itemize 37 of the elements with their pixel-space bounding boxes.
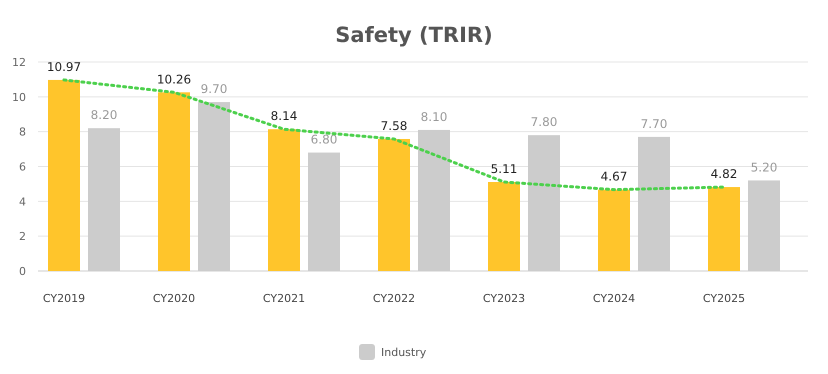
x-tick-label: CY2025 xyxy=(702,292,746,305)
bar xyxy=(378,138,410,271)
data-label: 7.80 xyxy=(530,115,558,130)
data-label: 9.70 xyxy=(200,82,228,96)
x-tick-label: CY2023 xyxy=(482,292,526,305)
data-label: 7.70 xyxy=(640,116,668,131)
x-tick-label: CY2024 xyxy=(592,292,636,305)
bar xyxy=(48,80,80,271)
y-tick-label: 2 xyxy=(19,230,26,244)
data-label: 8.10 xyxy=(420,110,448,124)
bar xyxy=(598,190,630,271)
chart-title: Safety (TRIR) xyxy=(335,23,493,47)
x-tick-label: CY2021 xyxy=(262,292,306,305)
data-label: 4.67 xyxy=(600,170,628,184)
data-label: 10.97 xyxy=(46,60,82,74)
x-tick-label: CY2022 xyxy=(372,292,416,305)
y-tick-label: 4 xyxy=(19,195,26,208)
y-tick-label: 10 xyxy=(12,90,26,104)
y-tick-label: 6 xyxy=(19,160,26,174)
x-tick-label: CY2020 xyxy=(152,292,196,305)
x-tick-label: CY2019 xyxy=(42,292,86,305)
data-label: 8.20 xyxy=(90,108,118,122)
data-label: 5.11 xyxy=(490,162,518,176)
data-label: 5.20 xyxy=(750,160,778,174)
y-tick-label: 12 xyxy=(12,56,26,69)
bar xyxy=(268,129,300,271)
y-tick-label: 0 xyxy=(19,265,26,278)
data-label: 4.82 xyxy=(710,167,738,182)
data-label: 10.26 xyxy=(156,72,192,86)
data-label: 6.80 xyxy=(310,132,338,147)
y-tick-label: 8 xyxy=(19,126,26,139)
bar xyxy=(158,92,190,271)
bar xyxy=(488,182,520,271)
data-label: 7.58 xyxy=(380,118,408,133)
data-label: 8.14 xyxy=(270,109,298,124)
bar xyxy=(708,187,740,271)
legend-label: Industry xyxy=(381,346,427,359)
